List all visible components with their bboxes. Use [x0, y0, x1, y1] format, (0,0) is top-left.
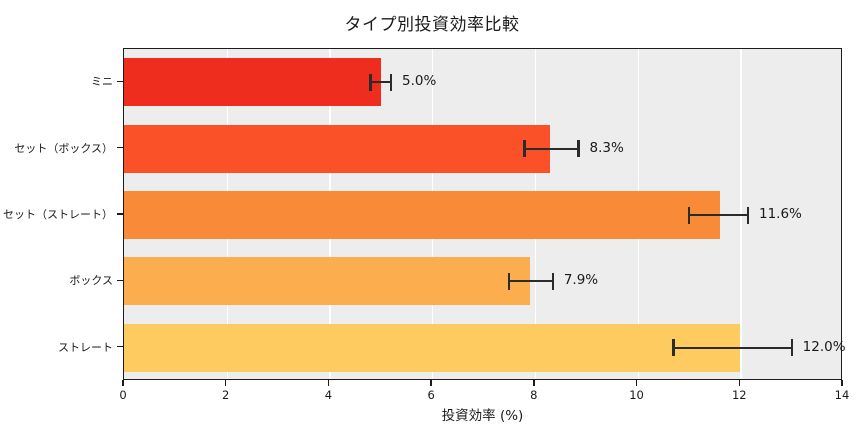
bar: [124, 58, 381, 107]
bar-value-label: 12.0%: [802, 338, 846, 355]
error-bar-cap-high: [746, 206, 750, 224]
y-tick-label: セット（ストレート）: [3, 208, 113, 221]
error-bar-line: [524, 147, 579, 150]
bar: [124, 257, 530, 306]
x-tick-mark: [122, 380, 124, 386]
x-tick-label: 4: [324, 388, 333, 402]
bar: [124, 124, 551, 173]
error-bar-cap-high: [551, 272, 554, 290]
x-tick-mark: [841, 380, 843, 386]
y-tick-label: ミニ: [91, 75, 113, 89]
y-tick-mark: [117, 146, 123, 149]
bar-value-label: 8.3%: [589, 139, 624, 156]
plot-inner: [124, 49, 841, 379]
x-tick-mark: [533, 380, 535, 386]
y-tick-label: セット（ボックス）: [14, 141, 113, 155]
x-tick-mark: [738, 380, 740, 386]
x-tick-mark: [430, 380, 432, 386]
y-tick-mark: [117, 213, 123, 215]
error-bar-cap-high: [790, 339, 793, 357]
error-bar-cap-low: [687, 206, 691, 224]
error-bar-cap-low: [672, 339, 675, 357]
error-bar-cap-low: [523, 140, 526, 158]
x-tick-label: 14: [834, 388, 850, 402]
plot-area: [123, 48, 842, 380]
error-bar-line: [688, 213, 748, 217]
error-bar-cap-low: [508, 272, 511, 290]
x-axis-title: 投資効率 (%): [441, 408, 524, 424]
error-bar-line: [673, 346, 792, 349]
error-bar-line: [509, 280, 553, 283]
x-tick-label: 8: [530, 388, 538, 402]
bar: [124, 191, 720, 239]
x-tick-mark: [225, 380, 227, 386]
x-tick-mark: [327, 380, 330, 386]
x-tick-label: 12: [731, 388, 747, 402]
bar-value-label: 5.0%: [402, 73, 437, 90]
bar-value-label: 11.6%: [758, 206, 802, 222]
x-tick-mark: [635, 380, 638, 386]
x-tick-label: 10: [629, 388, 644, 402]
x-tick-label: 6: [427, 388, 435, 402]
x-tick-label: 0: [119, 388, 127, 402]
y-tick-label: ストレート: [58, 340, 113, 354]
y-tick-mark: [117, 279, 123, 282]
y-tick-mark: [117, 346, 123, 348]
error-bar-cap-low: [369, 73, 372, 91]
chart-title: タイプ別投資効率比較: [344, 15, 520, 35]
error-bar-cap-high: [389, 73, 393, 91]
x-tick-label: 2: [222, 388, 230, 402]
y-tick-mark: [117, 80, 123, 82]
error-bar-line: [370, 81, 392, 84]
error-bar-cap-high: [577, 140, 580, 158]
y-tick-label: ボックス: [69, 274, 113, 288]
bar-value-label: 7.9%: [563, 272, 599, 289]
bar: [124, 323, 741, 372]
